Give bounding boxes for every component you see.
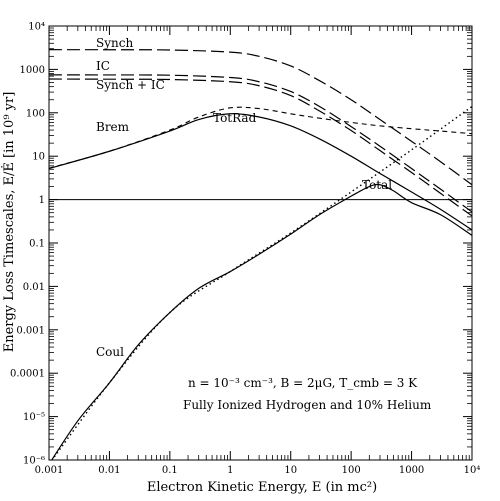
y-axis-title: Energy Loss Timescales, E/Ė [in 10⁹ yr] xyxy=(0,92,17,353)
x-tick-label: 1000 xyxy=(399,465,424,476)
series-line-totrad xyxy=(49,113,472,231)
x-tick-label: 1 xyxy=(227,465,233,476)
y-tick-label: 10⁴ xyxy=(28,22,45,33)
series-line-synch xyxy=(49,49,472,186)
plot-content xyxy=(49,49,472,460)
y-tick-label: 0.1 xyxy=(29,239,45,250)
series-line-brem xyxy=(49,106,472,169)
y-tick-label: 1 xyxy=(39,195,45,206)
y-tick-label: 0.001 xyxy=(16,325,45,336)
curve-label-synch-ic: Synch + IC xyxy=(96,78,165,92)
series-line-synch-ic xyxy=(49,78,472,217)
curve-label-totrad: TotRad xyxy=(213,111,257,125)
x-axis-title: Electron Kinetic Energy, E (in mc²) xyxy=(147,480,377,495)
x-tick-label: 10⁴ xyxy=(464,465,481,476)
y-tick-label: 1000 xyxy=(20,65,45,76)
curve-label-ic: IC xyxy=(96,59,110,73)
curve-label-synch: Synch xyxy=(96,36,133,50)
x-tick-label: 10 xyxy=(284,465,297,476)
y-tick-label: 10⁻⁵ xyxy=(23,412,45,423)
annotation-composition: Fully Ionized Hydrogen and 10% Helium xyxy=(183,398,432,412)
x-tick-label: 100 xyxy=(342,465,361,476)
y-tick-label: 100 xyxy=(26,108,45,119)
series-line-ic xyxy=(49,74,472,213)
x-tick-label: 0.1 xyxy=(162,465,178,476)
x-tick-label: 0.01 xyxy=(98,465,120,476)
curve-label-total: Total xyxy=(362,178,392,192)
y-tick-label: 10⁻⁶ xyxy=(23,456,45,467)
y-tick-label: 10 xyxy=(32,152,45,163)
x-tick-label: 0.001 xyxy=(35,465,64,476)
curve-label-coul: Coul xyxy=(96,345,124,359)
annotation-density-field: n = 10⁻³ cm⁻³, B = 2μG, T_cmb = 3 K xyxy=(188,376,418,390)
y-tick-label: 0.01 xyxy=(23,282,45,293)
curve-label-brem: Brem xyxy=(96,120,130,134)
series-line-total xyxy=(51,183,472,460)
axes xyxy=(48,25,473,461)
labels: 0.001 0.01 0.1 1 10 100 1000 10⁴ 10⁻⁶ 10⁻⁵ 0.0001 0… xyxy=(10,22,480,477)
y-tick-label: 0.0001 xyxy=(10,369,45,380)
